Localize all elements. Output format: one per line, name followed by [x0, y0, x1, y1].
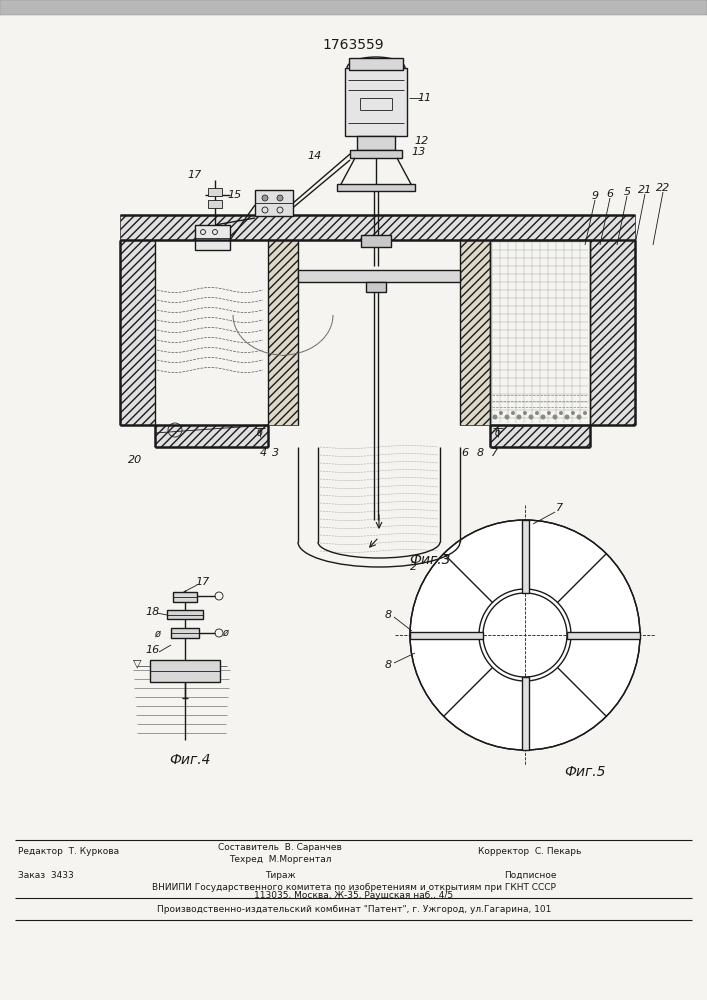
Circle shape [583, 411, 587, 415]
Circle shape [552, 414, 558, 420]
Text: 20: 20 [128, 455, 142, 465]
Bar [208, 188, 222, 196]
Text: 9: 9 [592, 191, 599, 201]
Polygon shape [567, 632, 640, 639]
Text: Составитель  В. Саранчев: Составитель В. Саранчев [218, 842, 342, 852]
Bar [268, 240, 298, 425]
Text: ø: ø [154, 629, 160, 639]
Text: Фиг.5: Фиг.5 [564, 765, 606, 779]
Bar [590, 240, 635, 425]
Circle shape [571, 411, 575, 415]
Text: 8: 8 [385, 660, 392, 670]
Text: 6: 6 [607, 189, 614, 199]
Circle shape [564, 414, 570, 420]
Text: 8: 8 [385, 610, 392, 620]
Bar [361, 235, 391, 247]
Text: 7: 7 [491, 448, 498, 458]
Bar [357, 136, 395, 150]
Bar [120, 240, 155, 425]
Circle shape [535, 411, 539, 415]
Text: 12: 12 [415, 136, 429, 146]
Bar [366, 282, 386, 292]
Text: 15: 15 [228, 190, 242, 200]
Bar [490, 425, 590, 447]
Text: 7: 7 [556, 503, 563, 513]
Circle shape [410, 520, 640, 750]
Polygon shape [410, 632, 483, 639]
Bar [167, 610, 203, 619]
Text: б: б [257, 428, 263, 438]
Polygon shape [522, 677, 529, 750]
Text: 22: 22 [656, 183, 670, 193]
Text: 18: 18 [146, 607, 160, 617]
Text: 21: 21 [638, 185, 652, 195]
Circle shape [529, 414, 534, 420]
Circle shape [517, 414, 522, 420]
Text: 4: 4 [259, 448, 267, 458]
Bar [208, 200, 222, 208]
Bar [460, 240, 490, 425]
Text: ВНИИПИ Государственного комитета по изобретениям и открытиям при ГКНТ СССР: ВНИИПИ Государственного комитета по изоб… [152, 882, 556, 892]
Bar [349, 58, 403, 70]
Bar [255, 190, 293, 216]
Text: 1763559: 1763559 [322, 38, 384, 52]
Bar [490, 240, 590, 425]
Bar [350, 150, 402, 158]
Circle shape [493, 414, 498, 420]
Circle shape [540, 414, 546, 420]
Polygon shape [522, 520, 529, 593]
Circle shape [576, 414, 581, 420]
Text: Фиг.3: Фиг.3 [409, 553, 451, 567]
Text: 13: 13 [412, 147, 426, 157]
Circle shape [499, 411, 503, 415]
Text: 14: 14 [308, 151, 322, 161]
Bar [195, 225, 230, 250]
Bar [298, 270, 460, 282]
Text: Техред  М.Моргентал: Техред М.Моргентал [229, 856, 332, 864]
Circle shape [511, 411, 515, 415]
Circle shape [523, 411, 527, 415]
Text: 2: 2 [411, 562, 418, 572]
Text: 17: 17 [188, 170, 202, 180]
Text: Подписное: Подписное [504, 870, 556, 880]
Circle shape [559, 411, 563, 415]
Text: ø: ø [222, 628, 228, 638]
Bar [150, 660, 220, 682]
Text: Производственно-издательский комбинат "Патент", г. Ужгород, ул.Гагарина, 101: Производственно-издательский комбинат "П… [157, 906, 551, 914]
Text: ▽: ▽ [133, 658, 141, 668]
Text: Фиг.4: Фиг.4 [169, 753, 211, 767]
Text: 11: 11 [418, 93, 432, 103]
Bar [173, 592, 197, 602]
Text: 8: 8 [477, 448, 484, 458]
Text: 16: 16 [146, 645, 160, 655]
Text: 6: 6 [462, 448, 469, 458]
Text: Редактор  Т. Куркова: Редактор Т. Куркова [18, 848, 119, 856]
Bar [155, 425, 268, 447]
Circle shape [483, 593, 567, 677]
Circle shape [547, 411, 551, 415]
Circle shape [262, 195, 268, 201]
Text: 17: 17 [196, 577, 210, 587]
Text: б: б [495, 428, 501, 438]
Circle shape [277, 195, 283, 201]
Circle shape [479, 589, 571, 681]
Text: Корректор  С. Пекарь: Корректор С. Пекарь [479, 848, 582, 856]
Bar [345, 68, 407, 136]
Text: Тираж: Тираж [264, 870, 296, 880]
Circle shape [505, 414, 510, 420]
Text: 5: 5 [624, 187, 631, 197]
Bar [120, 215, 635, 240]
Bar [0, 0, 707, 15]
Text: 113035, Москва, Ж-35, Раушская наб., 4/5: 113035, Москва, Ж-35, Раушская наб., 4/5 [255, 892, 454, 900]
Bar [171, 628, 199, 638]
Text: 3: 3 [272, 448, 279, 458]
Text: Заказ  3433: Заказ 3433 [18, 870, 74, 880]
Bar [337, 184, 415, 191]
